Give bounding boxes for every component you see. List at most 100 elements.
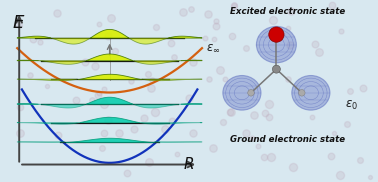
Point <box>251 114 257 116</box>
Point <box>309 115 315 118</box>
Point <box>96 92 102 94</box>
Point <box>116 132 122 135</box>
Point <box>101 132 107 134</box>
Point <box>124 172 130 175</box>
Point <box>37 41 43 44</box>
Point <box>268 156 274 159</box>
Point <box>211 38 217 41</box>
Point <box>357 158 363 161</box>
Ellipse shape <box>223 76 261 110</box>
Point <box>312 43 318 46</box>
Point <box>243 47 249 50</box>
Ellipse shape <box>292 76 330 110</box>
Point <box>231 4 237 7</box>
Point <box>190 60 196 63</box>
Point <box>220 121 226 124</box>
Point <box>367 175 373 178</box>
Point <box>148 87 154 90</box>
Point <box>17 131 23 134</box>
Text: Excited electronic state: Excited electronic state <box>230 7 345 16</box>
Point <box>107 17 113 20</box>
Point <box>337 174 343 177</box>
Point <box>287 44 293 47</box>
Point <box>141 116 147 119</box>
Point <box>288 9 294 12</box>
Point <box>43 85 50 88</box>
Point <box>279 32 285 35</box>
Point <box>16 23 22 26</box>
Point <box>186 97 192 100</box>
Point <box>328 155 334 157</box>
Point <box>96 22 102 25</box>
Point <box>316 51 322 54</box>
Point <box>229 35 235 37</box>
Point <box>255 145 261 147</box>
Point <box>243 132 249 134</box>
Point <box>203 36 209 39</box>
Point <box>152 111 158 114</box>
Point <box>290 166 296 169</box>
Point <box>344 123 350 126</box>
Point <box>95 93 101 96</box>
Text: $\mathit{E}$: $\mathit{E}$ <box>12 14 26 32</box>
Point <box>99 146 105 149</box>
Point <box>149 78 155 81</box>
Point <box>54 12 60 15</box>
Point <box>265 116 271 119</box>
Point <box>105 118 111 121</box>
Point <box>210 147 216 150</box>
Text: Ground electronic state: Ground electronic state <box>230 135 345 144</box>
Point <box>347 90 353 93</box>
Point <box>131 127 137 130</box>
Point <box>153 25 159 28</box>
Point <box>30 37 36 40</box>
Text: $\mathit{R}$: $\mathit{R}$ <box>183 156 194 172</box>
Point <box>101 102 107 105</box>
Point <box>112 50 118 53</box>
Point <box>146 161 152 164</box>
Point <box>231 5 237 8</box>
Circle shape <box>248 90 254 96</box>
Point <box>101 88 107 91</box>
Point <box>82 60 88 63</box>
Point <box>89 98 95 101</box>
Point <box>17 106 23 108</box>
Point <box>213 19 219 22</box>
Point <box>191 131 197 134</box>
Point <box>105 35 111 38</box>
Point <box>171 55 177 58</box>
Point <box>169 120 175 123</box>
Circle shape <box>299 90 305 96</box>
Point <box>217 69 223 72</box>
Point <box>213 24 219 27</box>
Point <box>169 41 175 44</box>
Point <box>285 78 291 81</box>
Point <box>332 132 338 134</box>
Point <box>285 26 291 29</box>
Circle shape <box>269 27 284 42</box>
Point <box>266 102 273 105</box>
Point <box>270 19 276 22</box>
Point <box>262 111 268 114</box>
Point <box>228 110 234 113</box>
Point <box>338 29 344 32</box>
Point <box>162 127 168 130</box>
Point <box>249 136 256 139</box>
Point <box>128 79 134 82</box>
Point <box>93 65 99 68</box>
Text: $\varepsilon_{\infty}$: $\varepsilon_{\infty}$ <box>206 41 220 54</box>
Point <box>206 77 212 80</box>
Point <box>174 153 180 156</box>
Ellipse shape <box>256 26 296 63</box>
Text: $\varepsilon_{0}$: $\varepsilon_{0}$ <box>345 99 358 112</box>
Point <box>330 4 336 7</box>
Point <box>226 111 232 114</box>
Point <box>188 7 194 10</box>
Point <box>180 11 186 14</box>
Point <box>360 87 366 90</box>
Point <box>223 78 229 80</box>
Point <box>260 156 266 159</box>
Point <box>145 73 151 76</box>
Point <box>27 74 33 76</box>
Point <box>55 134 61 137</box>
